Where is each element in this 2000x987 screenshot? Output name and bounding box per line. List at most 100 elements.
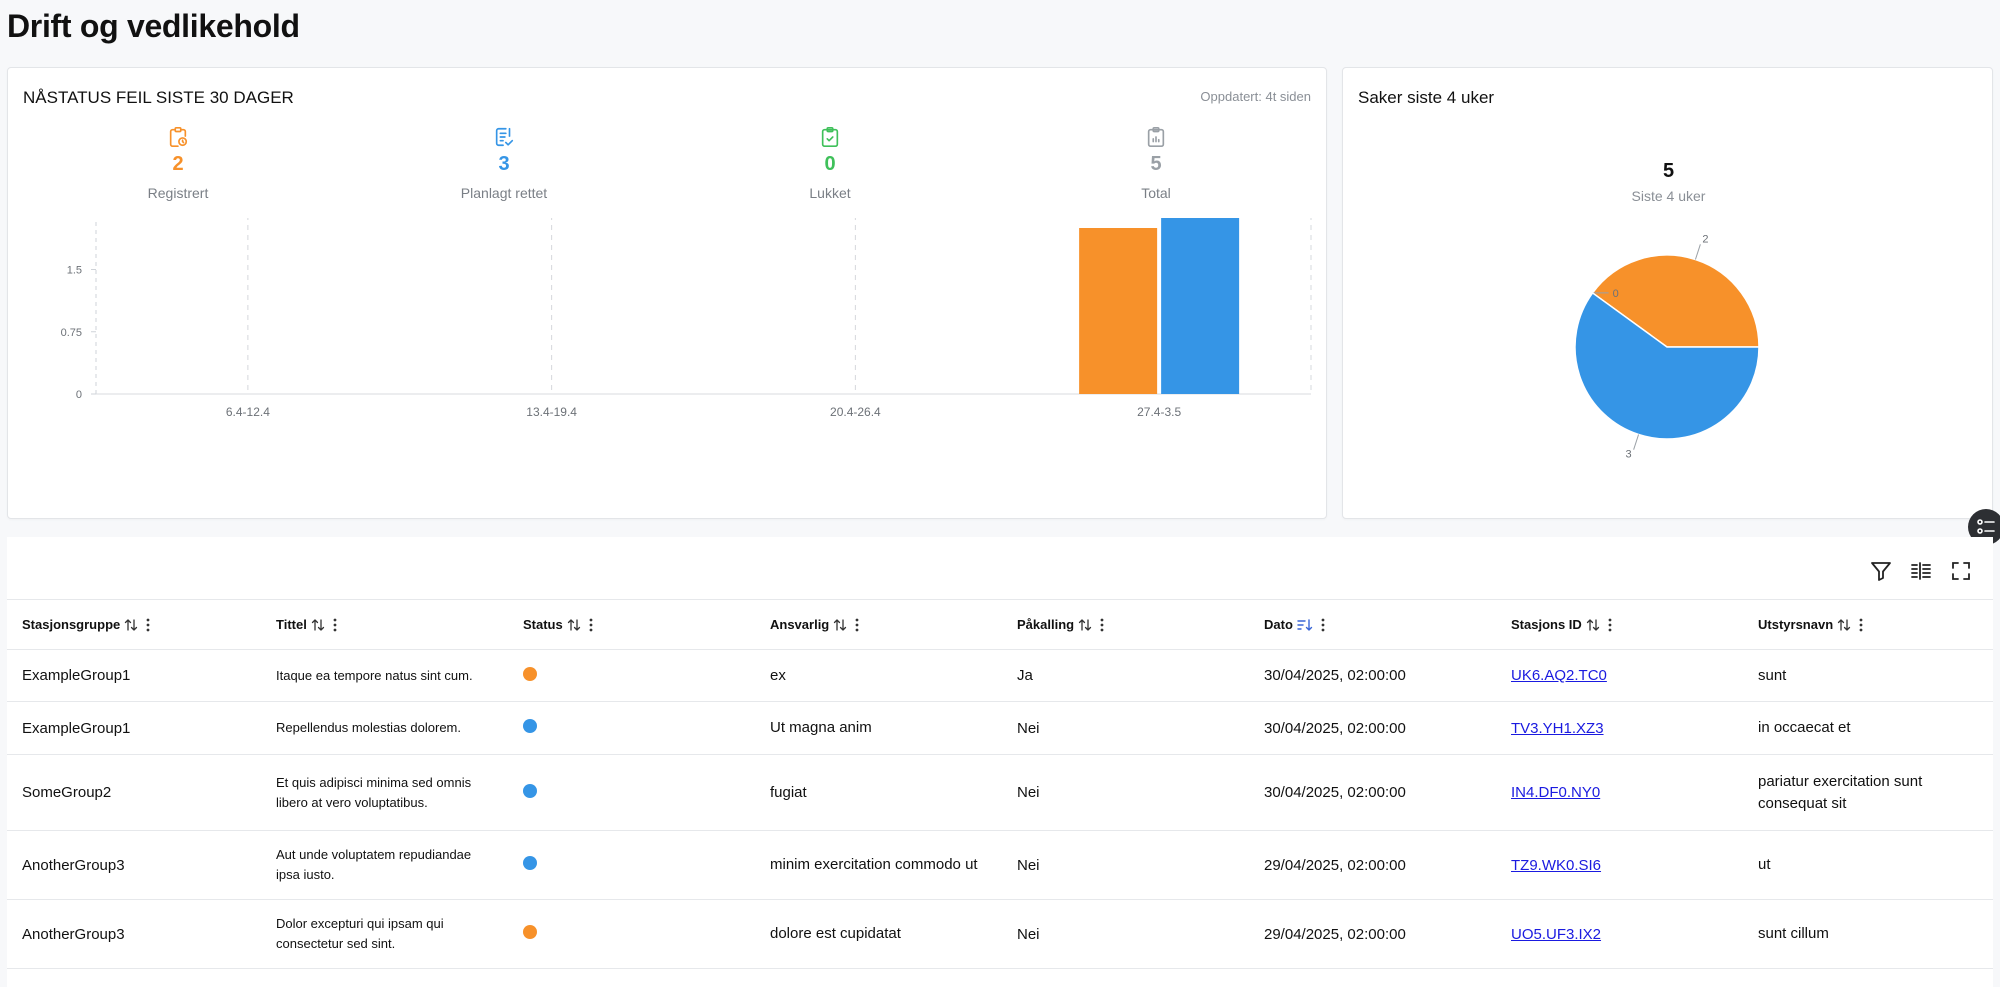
status-dot <box>523 666 537 681</box>
stat-registered: 2 Registrert <box>78 126 278 201</box>
x-tick-label: 27.4-3.5 <box>1137 405 1181 419</box>
column-menu-icon[interactable] <box>1859 618 1863 632</box>
pie-slice <box>1574 291 1760 440</box>
cell-owner: fugiat <box>755 754 1002 831</box>
column-header-label: Påkalling <box>1017 616 1075 632</box>
column-menu-icon[interactable] <box>333 618 337 632</box>
col-status-header[interactable]: Status <box>508 599 755 650</box>
cell-station-group: AnotherGroup3 <box>7 899 261 969</box>
status-dot <box>523 925 537 939</box>
cell-equipment: pariatur exercitation sunt consequat sit <box>1743 754 1993 831</box>
cell-equipment: in occaecat et <box>1743 701 1993 755</box>
cell-call: Nei <box>1002 899 1249 969</box>
cell-station-id: TV3.YH1.XZ3 <box>1496 701 1743 755</box>
cell-equipment: ut <box>1743 830 1993 900</box>
table-row[interactable]: AnotherGroup3 Dolor excepturi qui ipsam q… <box>7 899 1993 969</box>
cases-table-container: Stasjonsgruppe Tittel Status Ansvarlig Påkal… <box>7 537 1993 987</box>
column-menu-icon[interactable] <box>589 618 593 632</box>
station-id-link[interactable]: UO5.UF3.IX2 <box>1511 925 1602 943</box>
pie-label-line <box>1633 434 1640 450</box>
cell-date: 30/04/2025, 02:00:00 <box>1249 754 1496 831</box>
column-header-label: Dato <box>1264 616 1293 632</box>
bar <box>1079 228 1158 394</box>
col-date-header[interactable]: Dato <box>1249 599 1496 650</box>
pie-label-line <box>1694 244 1701 260</box>
cell-owner: minim exercitation commodo ut <box>755 830 1002 900</box>
pie-total: 5 <box>1662 160 1675 182</box>
sort-desc-icon[interactable] <box>1297 619 1313 631</box>
col-title-header[interactable]: Tittel <box>261 599 508 650</box>
clipboard-clock-icon <box>169 127 188 147</box>
stat-closed-label: Lukket <box>809 185 851 201</box>
clipboard-list-icon <box>1147 127 1165 147</box>
sort-icon[interactable] <box>1078 619 1092 631</box>
col-station-id-header[interactable]: Stasjons ID <box>1496 599 1743 650</box>
column-menu-icon[interactable] <box>1100 618 1104 632</box>
y-tick-label: 0 <box>76 389 82 401</box>
fullscreen-icon[interactable] <box>1949 559 1973 583</box>
cell-station-group: SomeGroup2 <box>7 754 261 831</box>
col-call-header[interactable]: Påkalling <box>1002 599 1249 650</box>
sort-icon[interactable] <box>833 619 847 631</box>
column-menu-icon[interactable] <box>1321 618 1325 632</box>
column-menu-icon[interactable] <box>146 618 150 632</box>
col-owner-header[interactable]: Ansvarlig <box>755 599 1002 650</box>
station-id-link[interactable]: UK6.AQ2.TC0 <box>1511 667 1607 684</box>
sort-icon[interactable] <box>567 619 581 631</box>
status-dot <box>523 856 537 870</box>
sort-icon[interactable] <box>311 619 325 631</box>
column-menu-icon[interactable] <box>1608 618 1612 632</box>
column-header-label: Ansvarlig <box>770 616 830 632</box>
bar <box>1161 218 1240 394</box>
x-tick-label: 20.4-26.4 <box>830 405 881 419</box>
col-station-group-header[interactable]: Stasjonsgruppe <box>7 599 261 650</box>
cell-title: Aut unde voluptatem repudiandae ipsa ius… <box>261 830 508 900</box>
station-id-link[interactable]: TZ9.WK0.SI6 <box>1511 856 1602 874</box>
cell-date: 30/04/2025, 02:00:00 <box>1249 649 1496 702</box>
column-header-label: Status <box>523 616 563 632</box>
pie-chart: 2 0 3 <box>1574 233 1760 461</box>
cell-owner: dolore est cupidatat <box>755 899 1002 969</box>
cell-station-id: UK6.AQ2.TC0 <box>1496 649 1743 702</box>
stat-total-label: Total <box>1141 185 1171 201</box>
updated-timestamp: Oppdatert: 4t siden <box>1200 89 1311 104</box>
cell-call: Nei <box>1002 830 1249 900</box>
cell-status <box>508 754 755 831</box>
x-tick-label: 13.4-19.4 <box>526 405 577 419</box>
column-header-label: Stasjons ID <box>1511 616 1582 632</box>
cell-station-id: TZ9.WK0.SI6 <box>1496 830 1743 900</box>
cell-date: 29/04/2025, 02:00:00 <box>1249 899 1496 969</box>
sort-icon[interactable] <box>1586 619 1600 631</box>
status-dot <box>523 719 537 733</box>
stat-planned-value: 3 <box>498 153 510 175</box>
cell-date: 29/04/2025, 02:00:00 <box>1249 830 1496 900</box>
table-row[interactable]: ExampleGroup1 Itaque ea tempore natus sin… <box>7 649 1993 702</box>
cell-station-group: ExampleGroup1 <box>7 701 261 755</box>
sort-icon[interactable] <box>1837 619 1851 631</box>
column-header-label: Utstyrsnavn <box>1758 616 1834 632</box>
pie-card: 2 0 3 Saker siste 4 uker 5 Siste 4 uker <box>1342 67 1993 519</box>
table-body: ExampleGroup1 Itaque ea tempore natus sin… <box>7 649 1993 969</box>
col-equipment-header[interactable]: Utstyrsnavn <box>1743 599 1993 650</box>
y-tick-label: 0.75 <box>61 327 82 339</box>
list-settings-icon <box>1977 519 1995 534</box>
table-row[interactable]: ExampleGroup1 Repellendus molestias dolor… <box>7 701 1993 755</box>
columns-icon[interactable] <box>1909 559 1933 583</box>
cell-date: 30/04/2025, 02:00:00 <box>1249 701 1496 755</box>
station-id-link[interactable]: IN4.DF0.NY0 <box>1511 784 1601 801</box>
pie-subtitle: Siste 4 uker <box>1631 188 1706 204</box>
stat-planned-label: Planlagt rettet <box>460 185 548 201</box>
station-id-link[interactable]: TV3.YH1.XZ3 <box>1511 719 1604 737</box>
cell-call: Nei <box>1002 701 1249 755</box>
cases-table: Stasjonsgruppe Tittel Status Ansvarlig Påkal… <box>7 599 1993 969</box>
cell-station-id: UO5.UF3.IX2 <box>1496 899 1743 969</box>
pie-slice <box>1591 254 1760 348</box>
table-row[interactable]: AnotherGroup3 Aut unde voluptatem repudia… <box>7 830 1993 900</box>
cell-title: Repellendus molestias dolorem. <box>261 701 508 755</box>
table-row[interactable]: SomeGroup2 Et quis adipisci minima sed om… <box>7 754 1993 831</box>
cell-owner: ex <box>755 649 1002 702</box>
filter-icon[interactable] <box>1869 559 1893 583</box>
column-menu-icon[interactable] <box>855 618 859 632</box>
cell-title: Et quis adipisci minima sed omnis libero… <box>261 754 508 831</box>
sort-icon[interactable] <box>124 619 138 631</box>
